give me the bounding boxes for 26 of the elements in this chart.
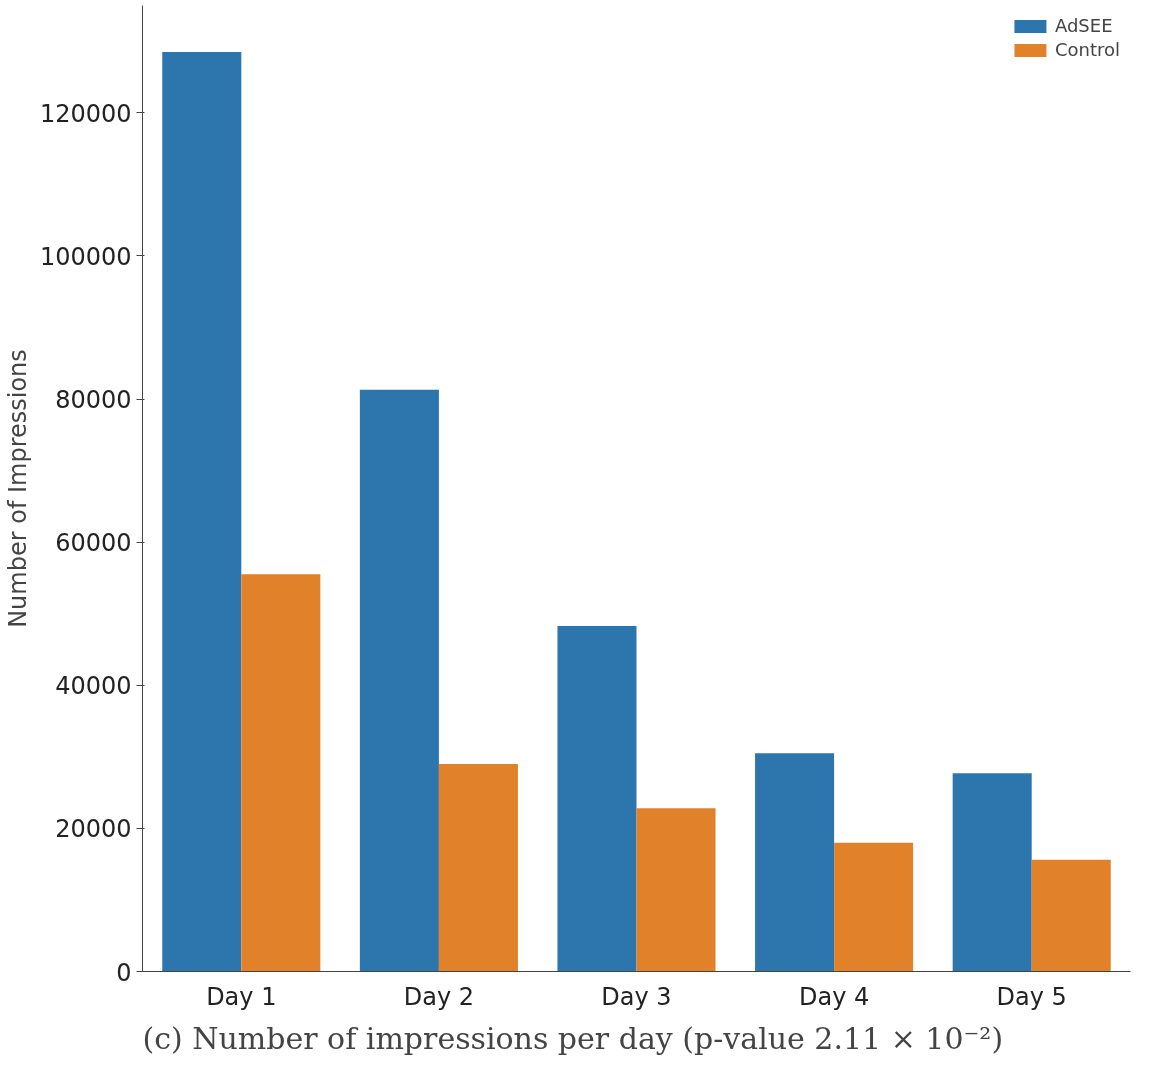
- bar: [359, 389, 439, 972]
- x-tick-label: Day 4: [798, 982, 870, 1011]
- legend-label: AdSEE: [1054, 15, 1113, 36]
- x-tick-label: Day 5: [996, 982, 1067, 1011]
- legend-label: Control: [1054, 39, 1120, 60]
- y-tick-label: 100000: [39, 242, 132, 271]
- x-tick-label: Day 2: [403, 982, 475, 1011]
- bar: [952, 773, 1032, 972]
- y-tick-label: 40000: [55, 672, 132, 701]
- bar: [1031, 859, 1111, 972]
- bar: [241, 574, 321, 972]
- bar: [636, 808, 716, 972]
- y-tick-label: 80000: [55, 386, 132, 415]
- bar: [834, 842, 914, 972]
- y-axis-title: Number of Impressions: [3, 349, 32, 628]
- x-tick-label: Day 3: [601, 982, 672, 1011]
- x-tick-label: Day 1: [206, 982, 277, 1011]
- bar: [438, 763, 518, 972]
- y-tick-label: 20000: [55, 815, 132, 844]
- bar: [162, 52, 242, 972]
- bar: [755, 753, 835, 972]
- y-tick-label: 60000: [55, 529, 132, 558]
- text: (c) Number of impressions per day (p-value 2.11 × 10⁻²): [142, 1020, 1004, 1056]
- y-tick-label: 0: [116, 958, 132, 987]
- y-tick-label: 120000: [39, 99, 132, 128]
- bar: [557, 625, 637, 972]
